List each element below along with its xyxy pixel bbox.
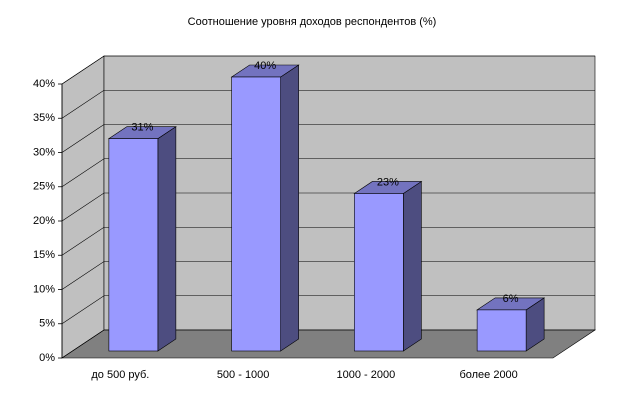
grid-line <box>61 261 595 290</box>
bar <box>108 138 159 352</box>
y-tick-label: 0% <box>39 352 55 364</box>
chart-title: Соотношение уровня доходов респондентов … <box>188 16 437 28</box>
value-label: 6% <box>503 293 519 305</box>
x-tick-label: до 500 руб. <box>91 369 149 381</box>
bar <box>354 193 404 352</box>
bar-side <box>280 64 299 352</box>
grid-line <box>61 55 595 85</box>
y-tick-label: 20% <box>33 215 55 227</box>
grid-line <box>61 329 595 359</box>
x-tick-label: 500 - 1000 <box>217 369 270 381</box>
y-tick-label: 30% <box>33 146 55 158</box>
y-tick-label: 25% <box>33 181 55 193</box>
grid-line <box>61 89 595 119</box>
value-label: 31% <box>131 122 153 134</box>
grid-line <box>61 192 595 222</box>
value-label: 40% <box>254 60 276 72</box>
bar-side <box>157 126 177 352</box>
grid-line <box>61 295 595 324</box>
bar <box>476 309 527 352</box>
value-label: 23% <box>377 176 399 188</box>
grid-line <box>61 226 595 256</box>
grid-line <box>61 124 595 153</box>
bar-side <box>403 180 422 352</box>
y-tick-label: 35% <box>33 112 55 124</box>
x-tick-label: 1000 - 2000 <box>337 369 396 381</box>
x-tick-label: более 2000 <box>459 369 517 381</box>
y-tick-label: 5% <box>39 318 55 330</box>
grid-line <box>61 158 595 187</box>
y-tick-label: 10% <box>33 283 55 295</box>
y-tick-label: 15% <box>33 249 55 261</box>
bar <box>231 76 281 352</box>
y-tick-label: 40% <box>33 78 55 90</box>
